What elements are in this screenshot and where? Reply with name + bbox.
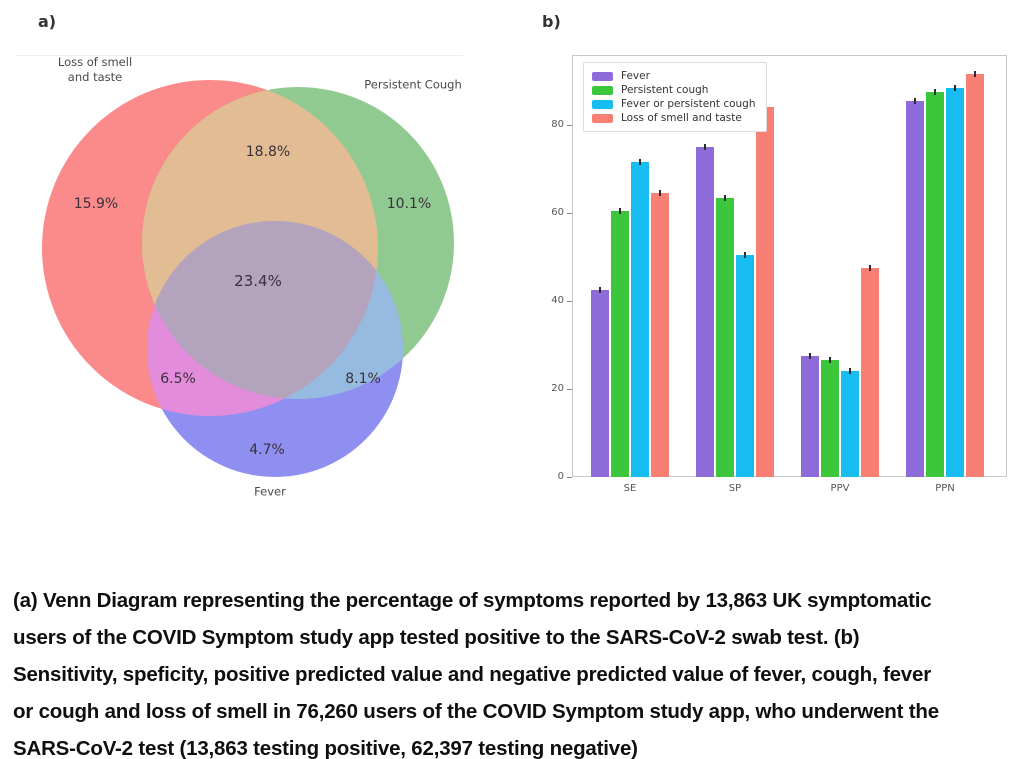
legend-swatch-fever bbox=[592, 71, 613, 81]
legend-label-persistent-cough: Persistent cough bbox=[621, 84, 709, 96]
venn-label-loss-line2: and taste bbox=[67, 70, 123, 84]
y-axis-tick-label: 60 bbox=[551, 207, 564, 218]
error-bar bbox=[934, 89, 936, 95]
error-bar bbox=[809, 353, 811, 359]
error-bar bbox=[619, 207, 621, 214]
legend-swatch-persistent-cough bbox=[592, 85, 613, 95]
bar-ppv-series-1 bbox=[821, 360, 839, 477]
error-bar bbox=[829, 357, 831, 364]
venn-pct-cough-only: 10.1% bbox=[386, 196, 432, 212]
y-axis-tick-label: 40 bbox=[551, 295, 564, 306]
bar-se-series-1 bbox=[611, 210, 629, 477]
bar-sp-series-1 bbox=[716, 197, 734, 477]
bar-ppv-series-3 bbox=[861, 268, 879, 477]
error-bar bbox=[974, 71, 976, 78]
error-bar bbox=[639, 159, 641, 166]
legend-label-fever-or-cough: Fever or persistent cough bbox=[621, 98, 756, 110]
venn-pct-cough-fever: 8.1% bbox=[345, 371, 381, 387]
venn-label-loss-line1: Loss of smell bbox=[57, 55, 133, 69]
venn-label-persistent-cough: Persistent Cough bbox=[364, 77, 462, 92]
venn-pct-loss-cough: 18.8% bbox=[245, 144, 291, 160]
venn-pct-loss-fever: 6.5% bbox=[160, 371, 196, 387]
venn-label-loss-of-smell: Loss of smell and taste bbox=[58, 55, 132, 85]
error-bar bbox=[724, 194, 726, 201]
y-axis-tick-mark bbox=[567, 389, 572, 390]
error-bar bbox=[744, 251, 746, 258]
caption-line-5: SARS-CoV-2 test (13,863 testing positive… bbox=[13, 737, 638, 759]
caption-line-4: or cough and loss of smell in 76,260 use… bbox=[13, 700, 939, 723]
y-axis-tick-mark bbox=[567, 301, 572, 302]
legend-row-persistent-cough: Persistent cough bbox=[592, 83, 756, 97]
legend-label-loss-of-smell: Loss of smell and taste bbox=[621, 112, 742, 124]
legend-row-fever-or-cough: Fever or persistent cough bbox=[592, 97, 756, 111]
error-bar bbox=[599, 287, 601, 293]
x-axis-tick-label: SP bbox=[728, 483, 742, 494]
error-bar bbox=[849, 368, 851, 375]
y-axis-tick-label: 0 bbox=[557, 471, 564, 482]
caption-line-2: users of the COVID Symptom study app tes… bbox=[13, 626, 860, 649]
bar-ppn-series-2 bbox=[946, 87, 964, 477]
y-axis-tick-mark bbox=[567, 477, 572, 478]
bar-se-series-0 bbox=[591, 290, 609, 477]
bar-sp-series-0 bbox=[696, 147, 714, 477]
figure-caption: (a) Venn Diagram representing the percen… bbox=[13, 582, 1017, 759]
y-axis-tick-label: 20 bbox=[551, 383, 564, 394]
x-axis-tick-label: SE bbox=[623, 483, 637, 494]
venn-region-all-three bbox=[147, 221, 378, 399]
bar-se-series-3 bbox=[651, 193, 669, 477]
bar-ppn-series-0 bbox=[906, 100, 924, 477]
venn-diagram bbox=[42, 80, 454, 477]
y-axis-tick-mark bbox=[567, 125, 572, 126]
error-bar bbox=[704, 144, 706, 150]
error-bar bbox=[914, 97, 916, 104]
panel-a-divider bbox=[15, 55, 463, 56]
y-axis-tick-mark bbox=[567, 213, 572, 214]
legend-swatch-loss-of-smell bbox=[592, 113, 613, 123]
legend-label-fever: Fever bbox=[621, 70, 650, 82]
bar-ppv-series-2 bbox=[841, 371, 859, 477]
venn-pct-loss-only: 15.9% bbox=[73, 196, 119, 212]
bar-ppn-series-3 bbox=[966, 74, 984, 477]
panel-a-label: a) bbox=[38, 12, 57, 31]
legend-row-fever: Fever bbox=[592, 69, 756, 83]
venn-pct-all-three: 23.4% bbox=[234, 272, 282, 290]
venn-label-fever: Fever bbox=[254, 484, 286, 499]
y-axis-tick-label: 80 bbox=[551, 119, 564, 130]
bar-ppv-series-0 bbox=[801, 356, 819, 477]
panel-b-label: b) bbox=[542, 12, 561, 31]
venn-pct-fever-only: 4.7% bbox=[249, 442, 285, 458]
x-axis-tick-label: PPN bbox=[935, 483, 955, 494]
legend-swatch-fever-or-cough bbox=[592, 99, 613, 109]
bar-sp-series-2 bbox=[736, 254, 754, 477]
error-bar bbox=[869, 265, 871, 271]
x-axis-tick-label: PPV bbox=[830, 483, 850, 494]
chart-legend: Fever Persistent cough Fever or persiste… bbox=[583, 62, 767, 132]
bar-se-series-2 bbox=[631, 162, 649, 477]
error-bar bbox=[954, 84, 956, 91]
bar-ppn-series-1 bbox=[926, 92, 944, 477]
legend-row-loss-of-smell: Loss of smell and taste bbox=[592, 111, 756, 125]
caption-line-3: Sensitivity, speficity, positive predict… bbox=[13, 663, 931, 686]
caption-line-1: (a) Venn Diagram representing the percen… bbox=[13, 589, 932, 612]
error-bar bbox=[659, 190, 661, 197]
bar-sp-series-3 bbox=[756, 107, 774, 477]
